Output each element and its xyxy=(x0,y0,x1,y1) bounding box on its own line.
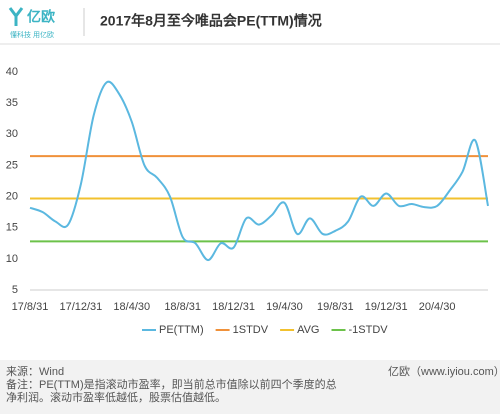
note: 备注：PE(TTM)是指滚动市盈率，即当前总市值除以前四个季度的总净利润。滚动市… xyxy=(6,379,337,404)
y-tick-label: 25 xyxy=(6,159,18,171)
logo-text: 亿欧 xyxy=(27,9,55,25)
x-tick-label: 20/4/30 xyxy=(419,301,456,313)
y-tick-label: 40 xyxy=(6,66,18,78)
chart: 亿欧 懂科技 用亿欧 2017年8月至今唯品会PE(TTM)情况 5 10 15 20… xyxy=(0,0,500,336)
brand: 亿欧（www.iyiou.com） xyxy=(388,366,500,378)
y-tick-label: 20 xyxy=(6,190,18,202)
legend-label: 1STDV xyxy=(233,324,269,336)
pe-line xyxy=(29,80,489,262)
x-tick-label: 18/8/31 xyxy=(164,301,201,313)
y-tick-label: 15 xyxy=(6,222,18,234)
y-tick-label: 5 xyxy=(12,284,18,296)
x-tick-label: 19/12/31 xyxy=(365,301,408,313)
x-tick-label: 18/12/31 xyxy=(212,301,255,313)
x-tick-label: 17/8/31 xyxy=(12,301,49,313)
header-bg xyxy=(0,0,500,44)
y-tick-label: 10 xyxy=(6,253,18,265)
slogan: 懂科技 用亿欧 xyxy=(10,30,54,39)
legend-label: PE(TTM) xyxy=(159,324,204,336)
logo-icon xyxy=(8,7,24,26)
y-tick-label: 30 xyxy=(6,128,18,140)
x-tick-label: 17/12/31 xyxy=(59,301,102,313)
x-tick-label: 19/4/30 xyxy=(266,301,303,313)
source: 来源：Wind xyxy=(6,366,65,378)
legend-label: AVG xyxy=(297,324,319,336)
x-tick-label: 19/8/31 xyxy=(317,301,354,313)
footer: 来源：Wind 备注：PE(TTM)是指滚动市盈率，即当前总市值除以前四个季度的… xyxy=(0,360,500,414)
x-tick-label: 18/4/30 xyxy=(113,301,150,313)
y-tick-label: 35 xyxy=(6,97,18,109)
legend-label: -1STDV xyxy=(349,324,389,336)
chart-title: 2017年8月至今唯品会PE(TTM)情况 xyxy=(100,13,322,29)
